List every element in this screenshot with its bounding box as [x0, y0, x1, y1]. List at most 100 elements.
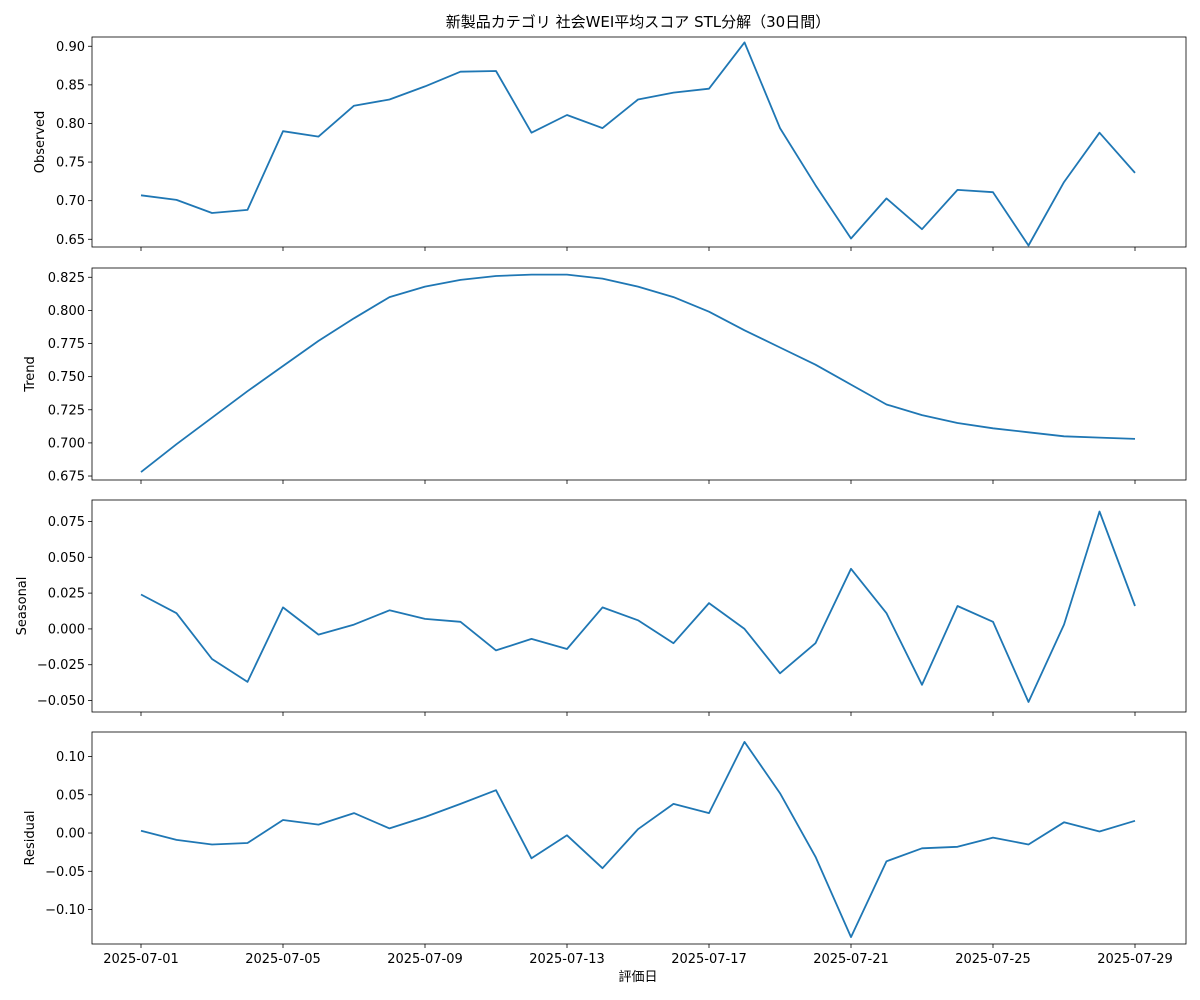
- data-point: [885, 403, 887, 405]
- data-point: [814, 364, 816, 366]
- data-point: [672, 642, 674, 644]
- x-tick-label: 2025-07-29: [1097, 952, 1173, 967]
- y-tick-label: −0.05: [45, 865, 85, 880]
- series-line-residual: [140, 741, 1136, 938]
- data-point: [459, 279, 461, 281]
- panels-group: 0.65 0.70 0.75 0.80 0.85 0.90 Observed 0.675 0.7…: [15, 36, 1187, 967]
- data-point: [814, 856, 816, 858]
- data-point: [530, 857, 532, 859]
- data-point: [708, 812, 710, 814]
- y-axis-label: Observed: [33, 111, 48, 174]
- y-tick-label: 0.70: [56, 194, 85, 209]
- data-point: [708, 88, 710, 90]
- data-point: [708, 602, 710, 604]
- y-tick-label: 0.775: [48, 337, 85, 352]
- data-point: [850, 383, 852, 385]
- panel-frame: [91, 731, 1187, 945]
- data-point: [885, 197, 887, 199]
- y-tick-label: 0.025: [48, 587, 85, 602]
- data-point: [1027, 244, 1029, 246]
- data-point: [211, 843, 213, 845]
- data-point: [282, 606, 284, 608]
- y-tick-label: 0.65: [56, 233, 85, 248]
- y-tick-label: 0.075: [48, 515, 85, 530]
- data-point: [530, 273, 532, 275]
- data-point: [211, 417, 213, 419]
- data-point: [956, 846, 958, 848]
- data-point: [779, 672, 781, 674]
- panel-frame: [91, 499, 1187, 713]
- data-point: [353, 812, 355, 814]
- data-point: [459, 803, 461, 805]
- data-point: [1027, 431, 1029, 433]
- chart-title: 新製品カテゴリ 社会WEI平均スコア STL分解（30日間）: [446, 13, 830, 31]
- y-tick-label: 0.050: [48, 551, 85, 566]
- y-tick-label: 0.10: [56, 750, 85, 765]
- data-point: [672, 803, 674, 805]
- data-point: [175, 612, 177, 614]
- data-point: [1027, 843, 1029, 845]
- data-point: [956, 422, 958, 424]
- data-point: [921, 414, 923, 416]
- data-point: [353, 317, 355, 319]
- data-point: [424, 85, 426, 87]
- data-point: [282, 130, 284, 132]
- y-axis-label: Trend: [23, 356, 38, 393]
- data-point: [388, 609, 390, 611]
- y-tick-label: −0.10: [45, 903, 85, 918]
- data-point: [1063, 181, 1065, 183]
- data-point: [1063, 623, 1065, 625]
- data-point: [424, 285, 426, 287]
- x-tick-label: 2025-07-25: [955, 952, 1031, 967]
- data-point: [1063, 821, 1065, 823]
- data-point: [601, 867, 603, 869]
- data-point: [992, 427, 994, 429]
- data-point: [850, 237, 852, 239]
- x-tick-label: 2025-07-05: [245, 952, 321, 967]
- data-point: [956, 189, 958, 191]
- data-point: [601, 277, 603, 279]
- x-tick-label: 2025-07-13: [529, 952, 605, 967]
- y-tick-label: 0.90: [56, 40, 85, 55]
- data-point: [1098, 510, 1100, 512]
- y-tick-label: 0.750: [48, 370, 85, 385]
- y-tick-label: 0.800: [48, 304, 85, 319]
- data-point: [850, 568, 852, 570]
- x-tick-label: 2025-07-21: [813, 952, 889, 967]
- data-point: [637, 828, 639, 830]
- data-point: [743, 329, 745, 331]
- data-point: [140, 593, 142, 595]
- data-point: [211, 658, 213, 660]
- data-point: [495, 70, 497, 72]
- panel-seasonal: −0.050 −0.025 0.000 0.025 0.050 0.075 Seasonal: [15, 499, 1187, 716]
- y-tick-label: 0.000: [48, 622, 85, 637]
- y-tick-label: 0.80: [56, 117, 85, 132]
- series-line-trend: [140, 273, 1136, 473]
- data-point: [317, 633, 319, 635]
- data-point: [637, 619, 639, 621]
- data-point: [388, 98, 390, 100]
- data-point: [459, 621, 461, 623]
- panel-frame: [91, 36, 1187, 248]
- data-point: [956, 605, 958, 607]
- data-point: [566, 834, 568, 836]
- panel-observed: 0.65 0.70 0.75 0.80 0.85 0.90 Observed: [33, 36, 1187, 251]
- panel-residual: −0.10 −0.05 0.00 0.05 0.10 2025-07-01 2025-07-…: [23, 731, 1187, 967]
- x-tick-label: 2025-07-09: [387, 952, 463, 967]
- y-tick-label: 0.00: [56, 827, 85, 842]
- data-point: [708, 311, 710, 313]
- data-point: [672, 91, 674, 93]
- y-tick-label: 0.05: [56, 788, 85, 803]
- y-tick-label: 0.725: [48, 403, 85, 418]
- y-tick-label: 0.675: [48, 470, 85, 485]
- data-point: [495, 649, 497, 651]
- y-tick-label: 0.85: [56, 78, 85, 93]
- data-point: [637, 285, 639, 287]
- panel-trend: 0.675 0.700 0.725 0.750 0.775 0.800 0.825 Trend: [23, 267, 1187, 485]
- data-point: [1098, 436, 1100, 438]
- data-point: [424, 816, 426, 818]
- y-axis-label: Residual: [23, 811, 38, 866]
- data-point: [211, 212, 213, 214]
- data-point: [779, 792, 781, 794]
- data-point: [1027, 701, 1029, 703]
